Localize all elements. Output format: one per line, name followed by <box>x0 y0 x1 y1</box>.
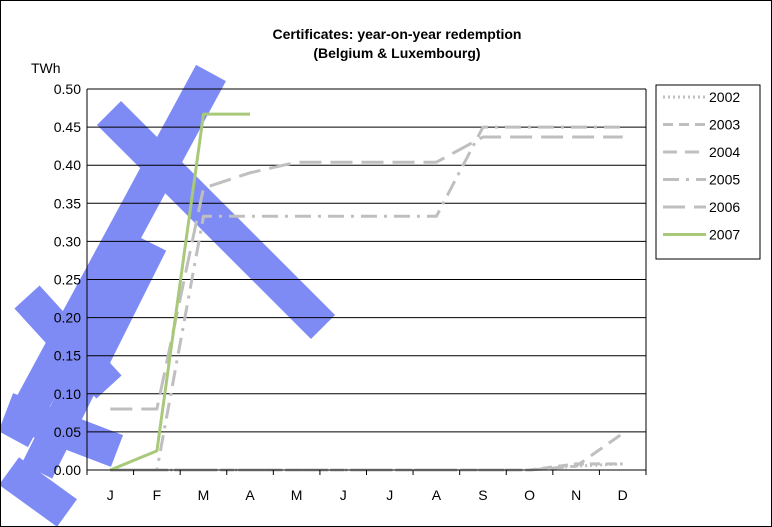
series-line-2005 <box>110 125 623 472</box>
watermark-stroke <box>96 100 336 340</box>
y-tick-label: 0.10 <box>54 386 81 402</box>
x-tick-label: M <box>198 487 210 503</box>
y-tick-label: 0.05 <box>54 424 81 440</box>
chart-title: Certificates: year-on-year redemption <box>273 26 522 42</box>
x-tick-label: O <box>524 487 535 503</box>
y-tick-label: 0.40 <box>54 157 81 173</box>
y-axis-unit: TWh <box>31 60 61 76</box>
y-tick-label: 0.20 <box>54 310 81 326</box>
x-tick-label: F <box>153 487 162 503</box>
watermark-stroke <box>1 457 77 526</box>
x-tick-label: D <box>618 487 628 503</box>
watermark-stroke <box>14 285 122 399</box>
x-tick-label: J <box>340 487 347 503</box>
legend-label-2002: 2002 <box>709 89 740 105</box>
y-tick-label: 0.45 <box>54 119 81 135</box>
legend-label-2005: 2005 <box>709 172 740 188</box>
x-tick-label: M <box>291 487 303 503</box>
legend-box <box>655 84 761 260</box>
series-line-2007 <box>109 112 250 472</box>
chart-subtitle: (Belgium & Luxembourg) <box>313 45 480 61</box>
legend-label-2007: 2007 <box>709 227 740 243</box>
y-tick-label: 0.15 <box>54 348 81 364</box>
x-tick-label: J <box>107 487 114 503</box>
series-line-2006 <box>110 135 623 411</box>
y-tick-label: 0.50 <box>54 81 81 97</box>
y-tick-label: 0.35 <box>54 195 81 211</box>
watermark-layer <box>1 64 336 526</box>
watermark-stroke <box>1 393 124 467</box>
x-tick-label: S <box>478 487 487 503</box>
axis-layer: 0.00 0.05 0.10 0.15 0.20 0.25 0.30 0.35 0.40 0.45… <box>54 81 647 503</box>
legend-label-2003: 2003 <box>709 117 740 133</box>
x-tick-label: J <box>386 487 393 503</box>
x-tick-label: A <box>245 487 255 503</box>
y-tick-label: 0.30 <box>54 233 81 249</box>
legend-label-2004: 2004 <box>709 144 740 160</box>
y-tick-label: 0.25 <box>54 272 81 288</box>
x-tick-label: A <box>432 487 442 503</box>
watermark-stroke <box>1 64 226 448</box>
y-tick-label: 0.00 <box>54 462 81 478</box>
series-line-2004 <box>110 432 624 472</box>
legend-label-2006: 2006 <box>709 199 740 215</box>
x-tick-label: N <box>571 487 581 503</box>
legend: 2002 2003 2004 2005 2006 2007 <box>655 84 761 260</box>
text-layer: Certificates: year-on-year redemption (B… <box>31 26 521 76</box>
